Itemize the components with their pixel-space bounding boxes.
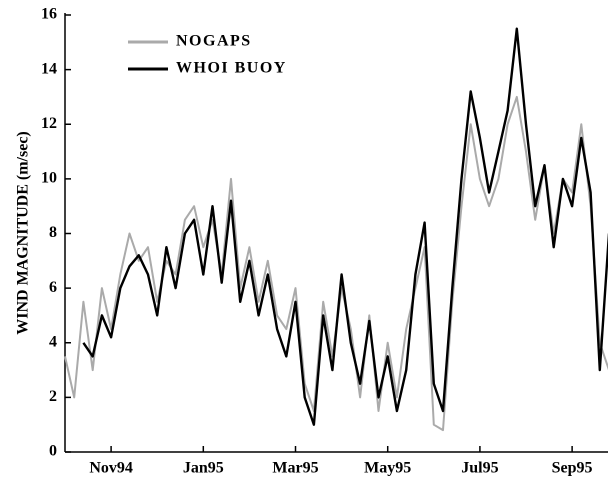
series-line <box>82 27 608 426</box>
y-tick-label: 8 <box>49 224 57 241</box>
y-tick-label: 14 <box>41 60 57 77</box>
x-tick-label: Jan95 <box>183 460 224 477</box>
y-tick-label: 4 <box>49 333 57 350</box>
y-tick-label: 12 <box>41 115 57 132</box>
x-tick-label: Nov94 <box>89 460 133 477</box>
y-tick-label: 0 <box>49 443 57 460</box>
legend-label: NOGAPS <box>176 33 252 50</box>
x-tick-label: Sep95 <box>552 460 593 477</box>
y-tick-label: 10 <box>41 170 57 187</box>
x-tick-label: Jul95 <box>461 460 498 477</box>
y-tick-label: 2 <box>49 388 57 405</box>
legend-label: WHOI BUOY <box>176 60 287 77</box>
x-tick-label: Mar95 <box>272 460 318 477</box>
series-line <box>64 95 608 432</box>
y-tick-label: 6 <box>49 279 57 296</box>
y-axis-label: WIND MAGNITUDE (m/sec) <box>15 131 32 335</box>
y-tick-label: 16 <box>41 6 57 23</box>
x-tick-label: May95 <box>364 460 411 477</box>
